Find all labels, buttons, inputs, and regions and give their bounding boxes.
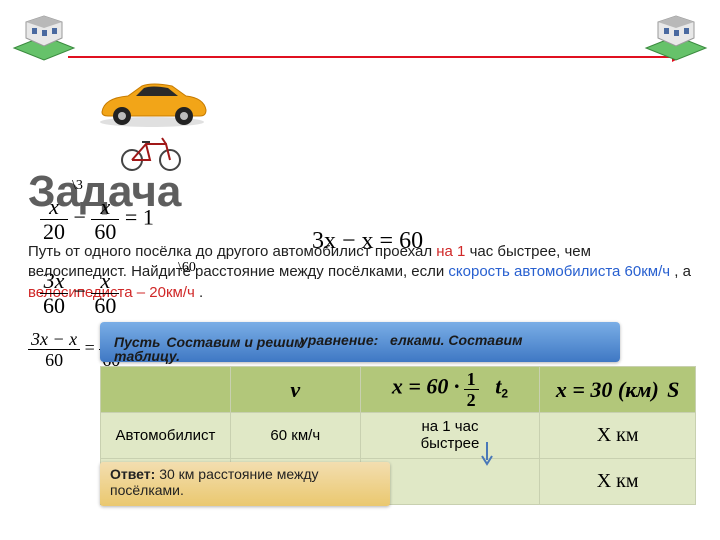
text: , а <box>674 263 691 280</box>
eq-den: 20 <box>40 221 68 243</box>
hint-banner: Пусть Составим и решим уравнение: елками… <box>100 322 620 362</box>
banner-under: уравнение: <box>300 332 378 348</box>
eq-den: 60 <box>91 221 119 243</box>
eq-inline: x = 60 · <box>392 373 460 398</box>
cell-line: на 1 час <box>367 419 534 436</box>
banner-tail: таблицу. <box>114 348 180 364</box>
eq-S: S <box>667 377 679 402</box>
text-red: на 1 <box>436 243 465 260</box>
eq-num: 3x − x <box>28 330 80 348</box>
eq-inline: x = 30 (км) <box>556 377 659 402</box>
side-equations: 3x − x60 = 6060 <box>28 330 98 510</box>
eq-sub: 2 <box>501 386 508 400</box>
building-right-icon <box>644 8 708 69</box>
page-title: Задача <box>28 172 188 212</box>
table-row: Автомобилист 60 км/ч на 1 час быстрее Х … <box>101 413 696 459</box>
eq-op: = <box>85 338 95 358</box>
cell-who: Автомобилист <box>101 413 231 459</box>
building-left-icon <box>12 8 76 69</box>
banner-text: Составим и решим <box>166 334 304 350</box>
th-v: v <box>230 367 360 413</box>
text-red: велосипедиста – 20км/ч <box>28 284 195 301</box>
answer-box: Ответ: 30 км расстояние между посёлками. <box>100 462 390 506</box>
cell-line: быстрее <box>367 436 534 453</box>
table-header-row: v x = 60 · 12 t2 x = 30 (км) S <box>101 367 696 413</box>
eq-num: 1 <box>464 370 479 388</box>
problem-text: Путь от одного посёлка до другого автомо… <box>28 242 692 303</box>
th-s: x = 30 (км) S <box>540 367 696 413</box>
text: Путь от одного посёлка до другого автомо… <box>28 243 436 260</box>
cell-v: 60 км/ч <box>230 413 360 459</box>
eq-den: 60 <box>42 351 66 369</box>
answer-label: Ответ: <box>110 466 155 482</box>
cell-s: Х км <box>540 413 696 459</box>
eq-den: 2 <box>464 391 479 409</box>
text: . <box>199 284 203 301</box>
cell-s: Х км <box>540 459 696 505</box>
th-blank <box>101 367 231 413</box>
text-blue: скорость автомобилиста 60км/ч <box>448 263 670 280</box>
scene <box>0 8 720 72</box>
car-icon <box>92 80 212 133</box>
banner-right: елками. Составим <box>390 332 522 348</box>
road-arrow <box>68 56 680 58</box>
th-t: x = 60 · 12 t2 <box>360 367 540 413</box>
cell-t: на 1 час быстрее <box>360 413 540 459</box>
